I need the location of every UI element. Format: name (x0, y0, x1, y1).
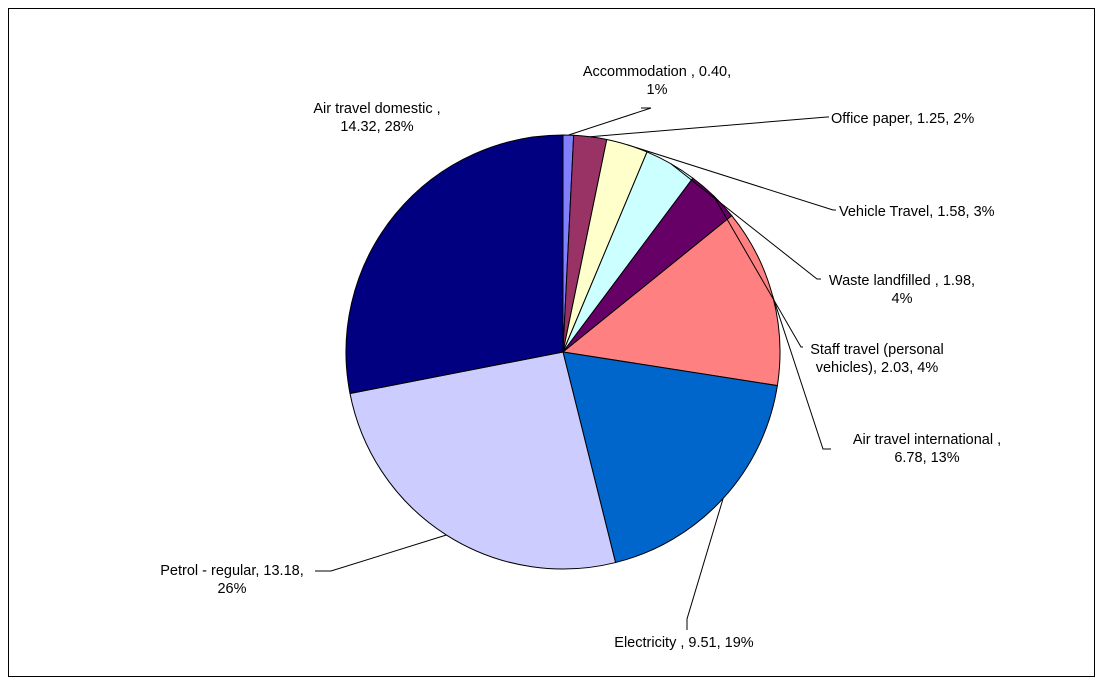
slice-label: Waste landfilled , 1.98, (829, 273, 975, 289)
chart-frame: Accommodation , 0.40, 1% Office paper, 1.2… (8, 8, 1095, 677)
leader-line (670, 163, 821, 280)
pie-slice-air-travel-international (561, 214, 781, 387)
leader-lines-layer (315, 107, 836, 630)
pie-slice-air-travel-domestic (345, 134, 564, 395)
leader-line (590, 116, 829, 138)
leader-line (315, 534, 447, 572)
leader-line (772, 295, 831, 450)
slice-label-line2: 1% (647, 82, 668, 98)
slice-label-line2: 4% (892, 291, 913, 307)
leader-line (686, 498, 724, 630)
pie-chart: Accommodation , 0.40, 1% Office paper, 1.2… (160, 64, 1001, 651)
slice-label: Electricity , 9.51, 19% (614, 635, 754, 651)
slice-label-line2: vehicles), 2.03, 4% (816, 360, 939, 376)
labels-layer: Accommodation , 0.40, 1% Office paper, 1.2… (160, 64, 1001, 651)
leader-line (713, 195, 803, 348)
slice-label-line2: 26% (217, 581, 246, 597)
slice-label: Office paper, 1.25, 2% (831, 111, 974, 127)
slice-label: Petrol - regular, 13.18, (160, 563, 303, 579)
slice-label: Air travel international , (853, 432, 1001, 448)
slice-label: Staff travel (personal (810, 342, 944, 358)
slice-label-line2: 6.78, 13% (894, 450, 959, 466)
pie-slice-electricity (562, 351, 778, 564)
leader-line (568, 107, 652, 136)
leader-line (627, 144, 836, 211)
slice-label: Air travel domestic , (313, 101, 440, 117)
slice-label-line2: 14.32, 28% (340, 119, 413, 135)
slice-label: Vehicle Travel, 1.58, 3% (839, 204, 995, 220)
slice-label: Accommodation , 0.40, (583, 64, 731, 80)
pie-slice-petrol-regular (349, 351, 617, 570)
slices-layer (345, 134, 781, 570)
